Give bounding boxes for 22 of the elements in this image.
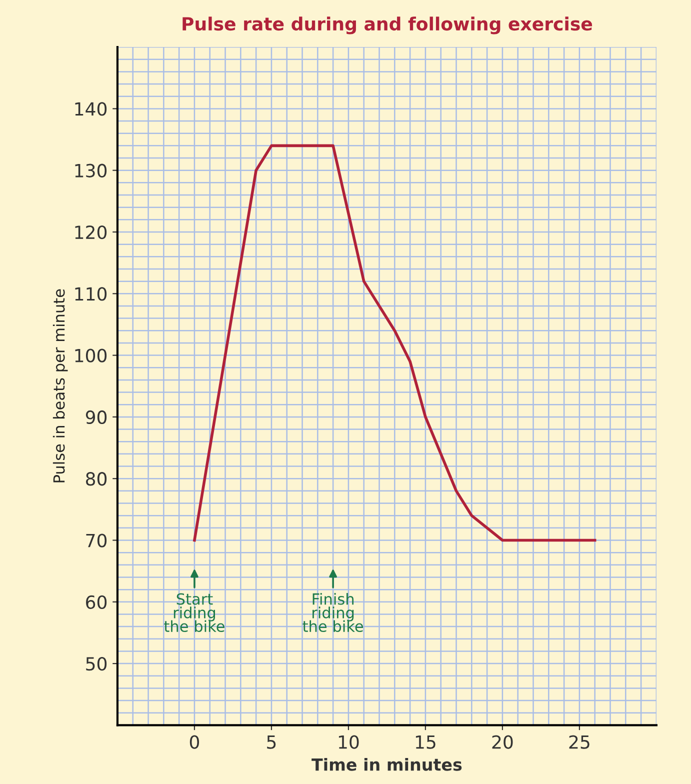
x-tick-label: 25 xyxy=(569,735,590,749)
annotation: Start riding the bike xyxy=(164,593,224,632)
y-tick-label: 110 xyxy=(75,287,107,301)
y-tick-label: 120 xyxy=(75,225,107,240)
annotation: Finish riding the bike xyxy=(302,592,364,632)
x-tick-label: 15 xyxy=(416,735,436,749)
y-tick-label: 100 xyxy=(75,348,107,362)
y-tick-label: 70 xyxy=(86,534,107,548)
x-axis-title: Time in minutes xyxy=(312,758,462,771)
x-tick-label: 20 xyxy=(492,735,513,749)
chart-title: Pulse rate during and following exercise xyxy=(182,16,592,34)
y-tick-label: 50 xyxy=(86,657,107,671)
y-tick-label: 60 xyxy=(86,595,107,610)
y-tick-label: 130 xyxy=(75,164,107,178)
y-tick-label: 140 xyxy=(75,102,107,116)
x-tick-label: 10 xyxy=(338,735,359,749)
x-tick-label: 5 xyxy=(267,735,276,749)
line-series xyxy=(193,144,596,542)
y-tick-label: 90 xyxy=(86,410,107,424)
y-axis-title: Pulse in beats per minute xyxy=(52,289,68,482)
y-tick-label: 80 xyxy=(86,472,107,486)
x-tick-label: 0 xyxy=(190,735,200,749)
